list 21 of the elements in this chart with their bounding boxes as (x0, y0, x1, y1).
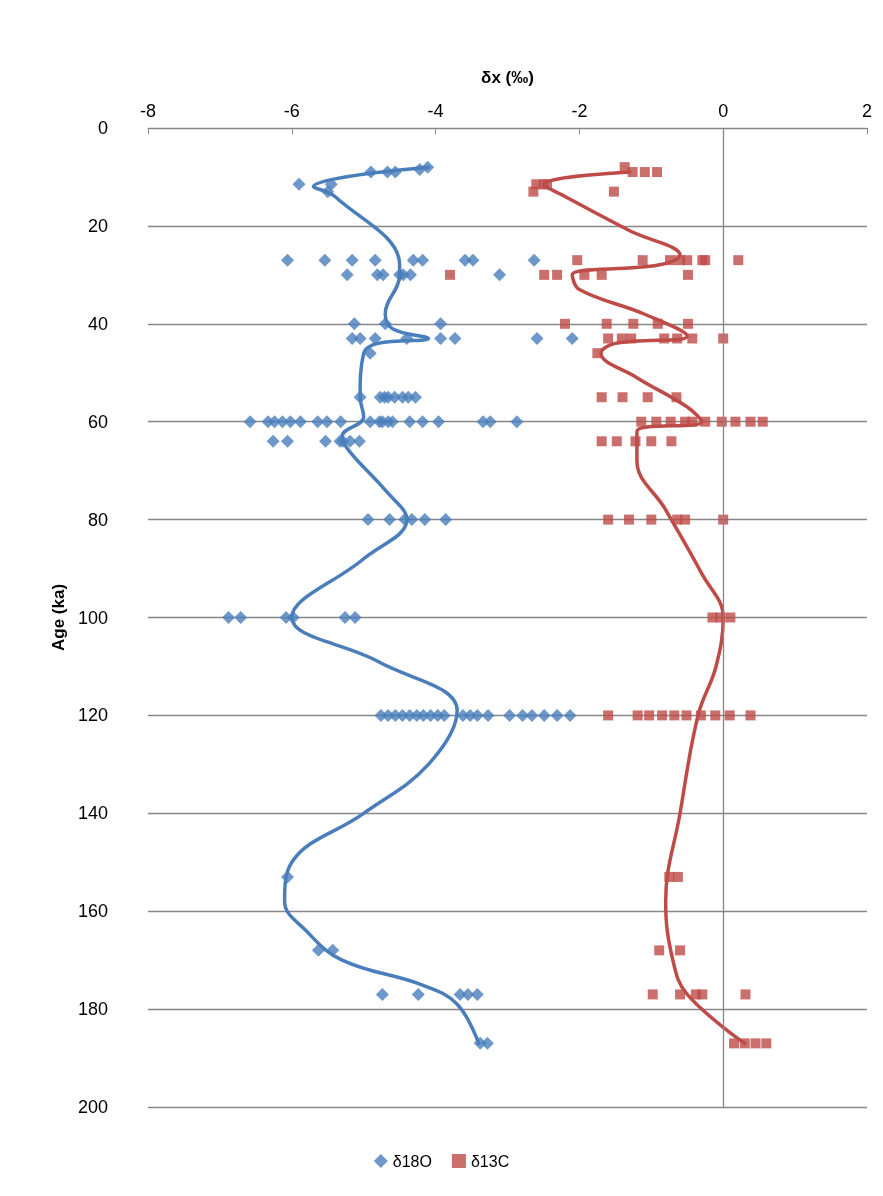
y-tick-label: 60 (87, 411, 108, 432)
y-tick-label: 100 (77, 607, 108, 628)
x-tick-label: -4 (427, 101, 444, 121)
y-tick-label: 80 (87, 509, 108, 530)
x-tick-label: 0 (718, 101, 729, 121)
x-tick-label: 2 (861, 101, 872, 121)
x-tick-label: -6 (283, 101, 300, 121)
y-tick-label: 160 (77, 901, 108, 922)
y-tick-label: 20 (87, 215, 108, 236)
y-tick-label: 40 (87, 313, 108, 334)
x-axis-title: δx (‰) (481, 68, 534, 87)
y-tick-label: 200 (77, 1097, 108, 1117)
legend-label: δ13C (470, 1152, 510, 1170)
legend-label: δ18O (392, 1152, 432, 1170)
y-tick-label: 0 (97, 118, 108, 138)
x-tick-label: -8 (139, 101, 157, 121)
x-tick-label: -2 (571, 101, 588, 121)
y-axis-title: Age (ka) (49, 583, 69, 652)
y-tick-label: 180 (77, 999, 108, 1020)
y-tick-label: 120 (77, 705, 108, 726)
y-tick-label: 140 (77, 803, 108, 824)
